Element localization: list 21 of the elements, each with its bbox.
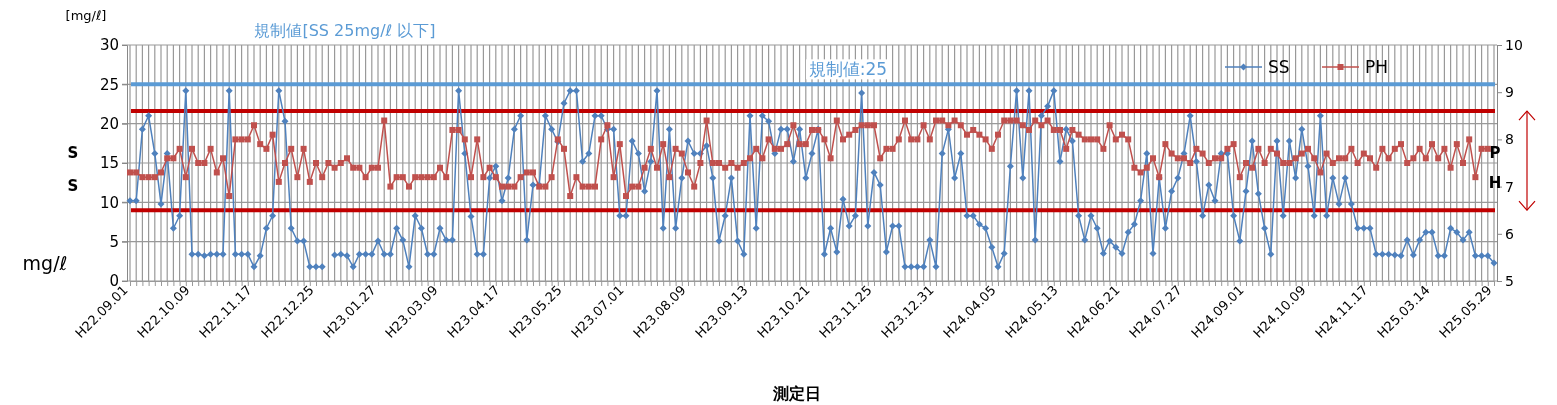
ref-line-label: 規制値:25 <box>808 59 888 80</box>
y2-tick-label: 10 <box>1505 36 1523 53</box>
y2-tick-label: 7 <box>1505 178 1514 195</box>
legend-label: PH <box>1365 57 1389 77</box>
y2-tick-label: 6 <box>1505 225 1514 242</box>
text: 規制値[SS 25mg/ℓ 以下] <box>254 21 436 40</box>
x-axis-title: 測定日 <box>772 384 821 403</box>
text: [mg/ℓ] <box>65 8 107 23</box>
y-tick-label: 5 <box>109 232 119 251</box>
y-tick-label: 15 <box>99 154 119 173</box>
y-tick-label: 20 <box>99 114 119 133</box>
y2-tick-label: 8 <box>1505 131 1514 148</box>
y2-axis-title: PH <box>1488 144 1502 192</box>
y2-tick-label: 5 <box>1505 272 1514 289</box>
y-tick-label: 10 <box>99 193 119 212</box>
text: mg/ℓ <box>22 252 68 274</box>
y-axis-title: SS <box>67 144 79 195</box>
y-tick-label: 30 <box>99 36 119 55</box>
y-tick-label: 25 <box>99 75 119 94</box>
y2-tick-label: 9 <box>1505 84 1514 101</box>
legend-label: SS <box>1268 57 1290 77</box>
